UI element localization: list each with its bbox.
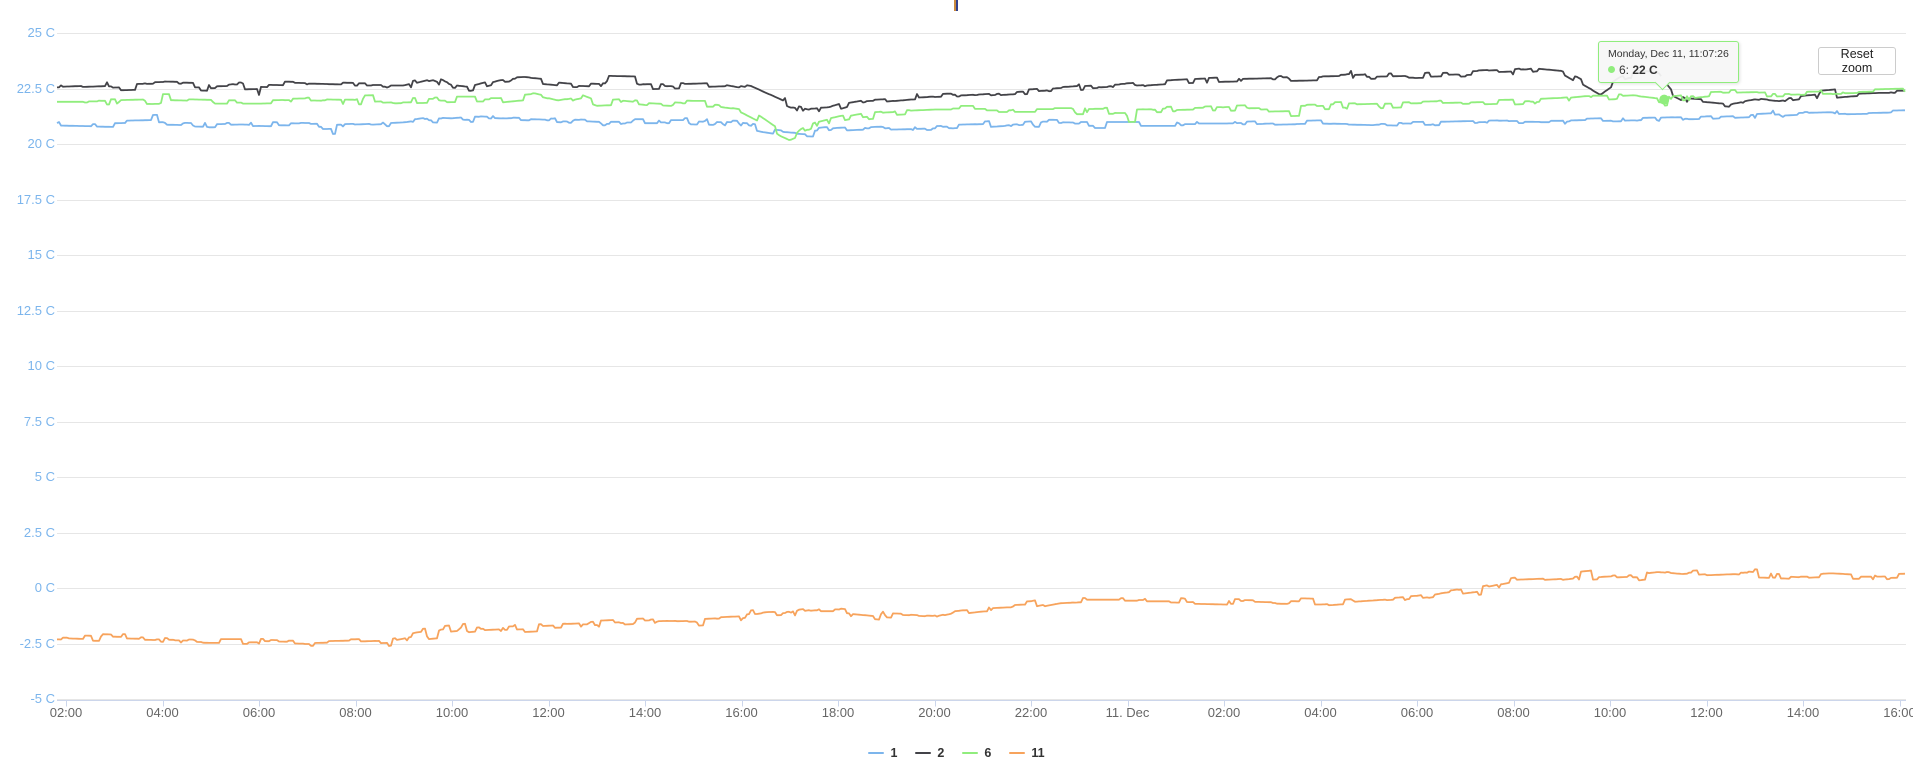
x-axis-label: 18:00 <box>821 705 855 720</box>
x-axis-label: 10:00 <box>435 705 469 720</box>
legend-item-11[interactable]: 11 <box>1000 746 1053 760</box>
y-axis-label: 15 C <box>27 247 55 262</box>
tooltip-series-row: 6: 22 C <box>1608 63 1729 77</box>
y-axis-label: 5 C <box>34 469 55 484</box>
hovered-point-marker <box>1659 94 1670 105</box>
y-axis-label: 2.5 C <box>23 524 55 540</box>
x-axis-label: 08:00 <box>1497 705 1530 720</box>
legend-label: 6 <box>984 746 992 760</box>
x-axis-label: 02:00 <box>1207 705 1241 720</box>
y-axis-label: 20 C <box>27 136 55 151</box>
x-axis-label: 22:00 <box>1014 705 1048 720</box>
y-axis-label: -5 C <box>30 691 55 706</box>
y-axis-label: 22.5 C <box>16 80 55 96</box>
x-axis-label: 04:00 <box>1304 705 1337 720</box>
x-axis-label: 11. Dec <box>1105 705 1150 720</box>
x-axis-label: 06:00 <box>242 705 276 720</box>
x-axis-label: 14:00 <box>1786 705 1820 720</box>
y-axis-label: 0 C <box>34 580 55 595</box>
tooltip-header: Monday, Dec 11, 11:07:26 <box>1608 48 1729 60</box>
x-axis-label: 16:00 <box>1883 705 1913 720</box>
series-line-11[interactable] <box>57 568 1906 647</box>
chart-title-mark <box>954 0 958 11</box>
x-axis-label: 16:00 <box>725 705 758 720</box>
legend-item-2[interactable]: 2 <box>906 746 953 760</box>
legend-line-icon <box>868 751 885 755</box>
x-axis-label: 12:00 <box>532 705 565 720</box>
legend-label: 11 <box>1031 746 1045 760</box>
legend-item-1[interactable]: 1 <box>859 746 906 760</box>
series-line-6[interactable] <box>57 87 1906 141</box>
x-axis-label: 08:00 <box>339 705 372 720</box>
series-line-2[interactable] <box>56 67 1905 113</box>
tooltip-value: 22 C <box>1632 63 1658 77</box>
y-axis-label: 7.5 C <box>23 413 55 429</box>
legend-label: 2 <box>937 746 945 760</box>
legend-label: 1 <box>890 746 898 760</box>
legend-line-icon <box>1009 751 1026 755</box>
x-axis-label: 02:00 <box>49 705 83 720</box>
legend-line-icon <box>962 751 979 755</box>
tooltip-series-name: 6: <box>1619 63 1630 77</box>
tooltip: Monday, Dec 11, 11:07:26 6: 22 C <box>1598 41 1739 91</box>
x-axis-label: 06:00 <box>1400 705 1434 720</box>
legend-line-icon <box>915 751 932 755</box>
reset-zoom-button[interactable]: Reset zoom <box>1818 47 1896 75</box>
x-axis-label: 12:00 <box>1690 705 1723 720</box>
legend-item-6[interactable]: 6 <box>953 746 1000 760</box>
legend: 1 2 6 11 <box>0 746 1913 760</box>
series-line-1[interactable] <box>56 109 1905 138</box>
x-axis-label: 14:00 <box>628 705 662 720</box>
y-axis-label: 10 C <box>27 358 55 373</box>
y-axis-label: 17.5 C <box>16 191 55 207</box>
series-marker-dot-icon <box>1608 66 1615 73</box>
x-axis-label: 10:00 <box>1593 705 1627 720</box>
y-axis-label: 12.5 C <box>16 302 55 318</box>
y-axis-label: 25 C <box>27 25 55 40</box>
x-axis-label: 04:00 <box>146 705 179 720</box>
x-axis-label: 20:00 <box>918 705 951 720</box>
y-axis-label: -2.5 C <box>19 635 55 651</box>
